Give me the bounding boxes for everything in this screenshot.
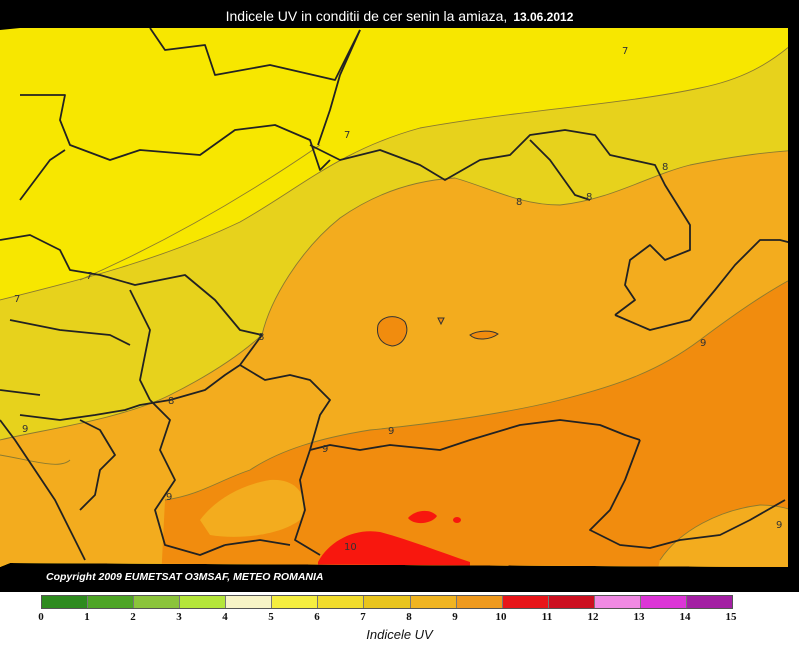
- contour-label: 9: [322, 444, 328, 455]
- legend-color-bar: [41, 595, 733, 609]
- legend-tick-label: 7: [360, 611, 366, 623]
- contour-label: 8: [586, 192, 592, 203]
- uv-index-map: 7 7 7 7 8 8 8 8 8 9 9 9 9 9 9 10: [0, 28, 788, 567]
- contour-label: 7: [14, 294, 20, 305]
- border-line: [317, 29, 361, 146]
- legend-segment: [318, 596, 365, 608]
- contour-label: 8: [258, 332, 264, 343]
- uv-zone-10-11-dot: [453, 517, 461, 523]
- contour-label: 9: [166, 492, 172, 503]
- contour-label: 8: [662, 162, 668, 173]
- legend-tick-label: 11: [541, 611, 553, 623]
- uv-legend: 0 1 2 3 4 5 6 7 8 9 10 11 12 13 14 15 Indicele UV: [0, 592, 799, 648]
- legend-segment: [502, 596, 549, 608]
- contour-line-9c: [659, 504, 788, 561]
- border-line: [149, 399, 226, 556]
- legend-segment: [134, 596, 181, 608]
- legend-tick-label: 2: [130, 611, 136, 623]
- map-title: Indicele UV in conditii de cer senin la …: [0, 5, 799, 27]
- border-line: [79, 419, 116, 511]
- border-line: [294, 449, 321, 556]
- legend-tick-label: 8: [406, 611, 412, 623]
- border-line: [589, 439, 786, 549]
- contour-label: 9: [700, 338, 706, 349]
- legend-tick-label: 5: [268, 611, 274, 623]
- uv-zone-10-11-spot: [408, 510, 437, 524]
- legend-label: Indicele UV: [366, 627, 433, 642]
- legend-segment: [410, 596, 457, 608]
- uv-island-9-c: [437, 317, 445, 326]
- border-line: [19, 334, 263, 421]
- legend-tick-label: 15: [725, 611, 737, 623]
- legend-tick-label: 6: [314, 611, 320, 623]
- legend-ticks: 0 1 2 3 4 5 6 7 8 9 10 11 12 13 14 15: [38, 611, 736, 625]
- contour-label: 10: [344, 542, 357, 553]
- map-frame: 7 7 7 7 8 8 8 8 8 9 9 9 9 9 9 10 Indicel…: [0, 0, 799, 592]
- legend-segment: [640, 596, 687, 608]
- legend-segment: [456, 596, 503, 608]
- contour-line-7b: [79, 144, 321, 281]
- contour-label: 8: [168, 396, 174, 407]
- map-title-date: 13.06.2012: [513, 10, 574, 24]
- legend-segment: [180, 596, 227, 608]
- uv-zone-se: [650, 505, 788, 567]
- border-line: [9, 319, 131, 346]
- legend-tick-label: 10: [495, 611, 507, 623]
- border-line: [149, 28, 361, 81]
- legend-tick-label: 14: [679, 611, 691, 623]
- contour-label: 7: [344, 130, 350, 141]
- contour-label: 9: [22, 424, 28, 435]
- border-line: [309, 419, 641, 451]
- contour-label: 8: [516, 197, 522, 208]
- legend-tick-label: 0: [38, 611, 44, 623]
- copyright-text: Copyright 2009 EUMETSAT O3MSAF, METEO RO…: [46, 571, 324, 583]
- border-line: [614, 239, 788, 331]
- border-line: [129, 289, 151, 401]
- legend-segment: [272, 596, 319, 608]
- contour-label: 9: [388, 426, 394, 437]
- border-line: [0, 389, 41, 396]
- legend-tick-label: 4: [222, 611, 228, 623]
- contour-label: 7: [622, 46, 628, 57]
- border-line: [239, 364, 331, 451]
- legend-segment: [42, 596, 89, 608]
- border-line: [0, 234, 263, 336]
- uv-island-9-a: [377, 316, 408, 347]
- map-title-text: Indicele UV in conditii de cer senin la …: [225, 8, 508, 24]
- legend-segment: [594, 596, 641, 608]
- legend-segment: [88, 596, 135, 608]
- legend-tick-label: 9: [452, 611, 458, 623]
- legend-segment: [686, 596, 732, 608]
- contour-line-9b: [0, 454, 71, 465]
- legend-segment: [226, 596, 273, 608]
- contour-line-7a: [0, 37, 788, 301]
- border-line: [19, 149, 66, 201]
- uv-island-9-b: [469, 330, 499, 340]
- border-line: [309, 129, 691, 316]
- contour-label: 7: [86, 271, 92, 282]
- border-line: [529, 139, 591, 201]
- contour-label: 9: [776, 520, 782, 531]
- legend-tick-label: 13: [633, 611, 645, 623]
- legend-tick-label: 3: [176, 611, 182, 623]
- legend-segment: [548, 596, 595, 608]
- legend-tick-label: 12: [587, 611, 599, 623]
- uv-zone-8-9-south: [200, 479, 304, 537]
- legend-segment: [364, 596, 411, 608]
- contour-line-8a: [0, 149, 788, 441]
- contour-line-9a: [164, 274, 788, 501]
- border-line: [224, 539, 291, 546]
- legend-tick-label: 1: [84, 611, 90, 623]
- border-line: [0, 419, 86, 561]
